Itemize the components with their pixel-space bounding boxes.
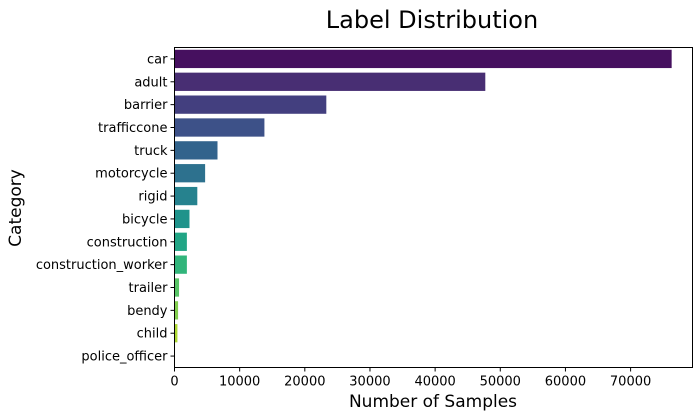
- y-tick-label-rigid: rigid: [138, 190, 167, 205]
- bar-adult: [174, 72, 486, 91]
- y-tick-labels: car adult barrier trafficcone truck motorcycl…: [36, 52, 175, 365]
- y-tick-label-construction-worker: construction_worker: [36, 258, 168, 273]
- y-tick-label-police-officer: police_officer: [81, 350, 168, 365]
- y-tick-label-adult: adult: [134, 75, 167, 90]
- bar-car: [174, 49, 672, 69]
- x-tick-label-0: 0: [170, 375, 178, 390]
- y-tick-label-motorcycle: motorcycle: [95, 167, 167, 182]
- y-tick-label-barrier: barrier: [124, 98, 168, 113]
- y-tick-label-truck: truck: [134, 144, 168, 159]
- y-axis-label: Category: [6, 169, 26, 247]
- x-tick-label-10000: 10000: [219, 375, 260, 390]
- bar-motorcycle: [174, 164, 206, 183]
- bar-bendy: [174, 301, 179, 320]
- x-axis-label: Number of Samples: [349, 392, 517, 412]
- bar-bicycle: [174, 209, 190, 229]
- y-tick-label-bendy: bendy: [127, 304, 168, 319]
- bars-group: [174, 49, 672, 366]
- x-tick-label-60000: 60000: [545, 375, 586, 390]
- bar-trafficcone: [174, 118, 265, 137]
- x-tick-label-30000: 30000: [349, 375, 390, 390]
- bar-barrier: [174, 95, 327, 114]
- y-tick-label-child: child: [137, 327, 168, 342]
- bar-construction: [174, 232, 187, 251]
- y-tick-label-trailer: trailer: [129, 281, 169, 296]
- chart-title: Label Distribution: [326, 6, 538, 34]
- bar-rigid: [174, 186, 198, 206]
- y-tick-label-bicycle: bicycle: [122, 212, 167, 227]
- plot-frame: [174, 47, 693, 368]
- bar-construction-worker: [174, 255, 187, 274]
- x-ticks: 0 10000 20000 30000 40000 50000 60000 70000: [170, 367, 651, 390]
- bar-truck: [174, 141, 218, 160]
- x-tick-label-70000: 70000: [610, 375, 651, 390]
- bar-trailer: [174, 278, 180, 297]
- y-tick-label-car: car: [147, 52, 168, 67]
- x-tick-label-20000: 20000: [284, 375, 325, 390]
- y-tick-label-trafficcone: trafficcone: [98, 121, 167, 136]
- x-tick-label-40000: 40000: [414, 375, 455, 390]
- y-tick-label-construction: construction: [87, 235, 168, 250]
- bar-child: [174, 324, 178, 343]
- x-tick-label-50000: 50000: [480, 375, 521, 390]
